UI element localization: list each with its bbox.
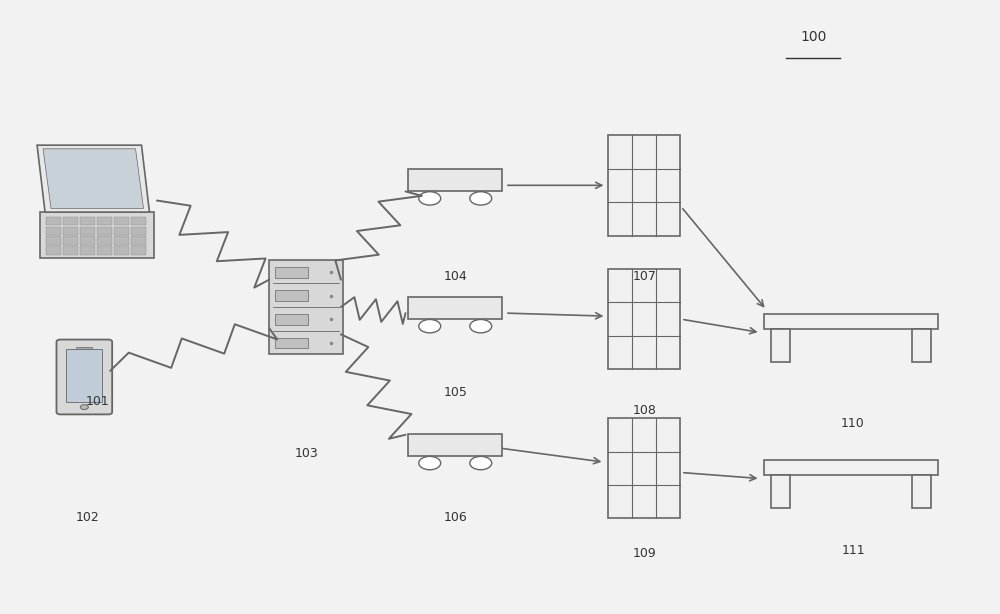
Bar [608,269,680,370]
Bar [275,338,308,348]
Bar [46,236,61,245]
Bar [764,314,938,329]
Bar [131,246,146,255]
Bar [114,217,129,225]
Circle shape [419,192,441,205]
Text: 100: 100 [800,30,826,44]
Bar [114,236,129,245]
Text: 107: 107 [632,271,656,284]
Text: 101: 101 [85,395,109,408]
Bar [912,475,931,508]
Bar [608,135,680,236]
Bar [764,460,938,475]
Circle shape [470,192,492,205]
Polygon shape [43,149,143,208]
Text: 110: 110 [841,416,865,430]
Bar [97,236,112,245]
Text: 102: 102 [75,511,99,524]
Bar [408,434,502,456]
Bar [114,227,129,235]
Circle shape [470,319,492,333]
Bar [269,260,343,354]
FancyBboxPatch shape [56,340,112,414]
Bar [80,246,95,255]
Bar [912,329,931,362]
Bar [275,314,308,325]
Bar [131,217,146,225]
Bar [97,246,112,255]
Bar [97,217,112,225]
Text: 106: 106 [443,511,467,524]
Bar [408,169,502,191]
Text: 111: 111 [841,544,865,558]
Text: 108: 108 [632,405,656,418]
Bar [63,227,78,235]
Bar [63,217,78,225]
Bar [275,290,308,301]
Circle shape [470,456,492,470]
Text: 104: 104 [443,271,467,284]
Bar [131,227,146,235]
Bar [275,267,308,278]
Text: 103: 103 [294,447,318,460]
Bar [771,475,790,508]
Bar [608,418,680,518]
Bar [46,217,61,225]
Bar [46,246,61,255]
Bar [40,212,154,258]
Bar [80,217,95,225]
Bar [80,236,95,245]
Circle shape [80,405,88,410]
Bar [76,347,92,349]
Bar [46,227,61,235]
Bar [131,236,146,245]
Circle shape [419,456,441,470]
Bar [66,349,102,402]
Text: 109: 109 [632,547,656,561]
Bar [63,246,78,255]
Polygon shape [37,145,149,212]
Bar [97,227,112,235]
Bar [408,297,502,319]
Bar [80,227,95,235]
Text: 105: 105 [443,386,467,399]
Bar [771,329,790,362]
Circle shape [419,319,441,333]
Bar [114,246,129,255]
Bar [63,236,78,245]
